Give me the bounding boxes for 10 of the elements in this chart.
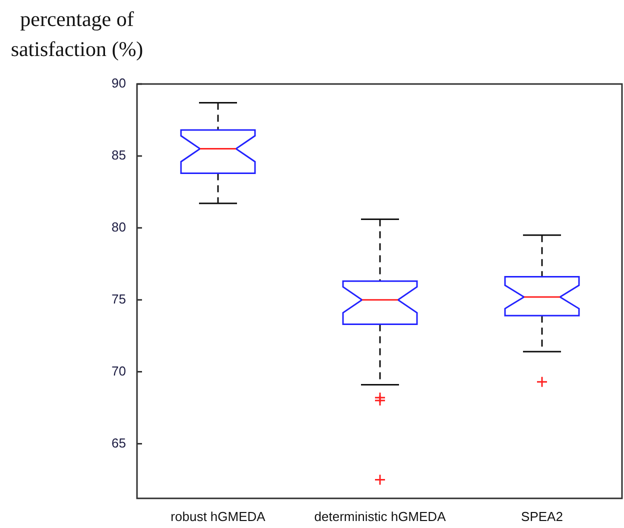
y-tick-label: 80 (112, 219, 126, 234)
y-axis-title: percentage of satisfaction (%) (10, 6, 144, 63)
y-tick-label: 65 (112, 435, 126, 450)
y-tick-label: 75 (112, 291, 126, 306)
y-tick-label: 90 (112, 76, 126, 91)
x-tick-label: SPEA2 (521, 508, 563, 524)
y-tick-label: 85 (112, 148, 126, 163)
x-tick-label: robust hGMEDA (170, 508, 266, 524)
y-tick-label: 70 (112, 363, 126, 378)
x-tick-label: deterministic hGMEDA (314, 508, 446, 524)
